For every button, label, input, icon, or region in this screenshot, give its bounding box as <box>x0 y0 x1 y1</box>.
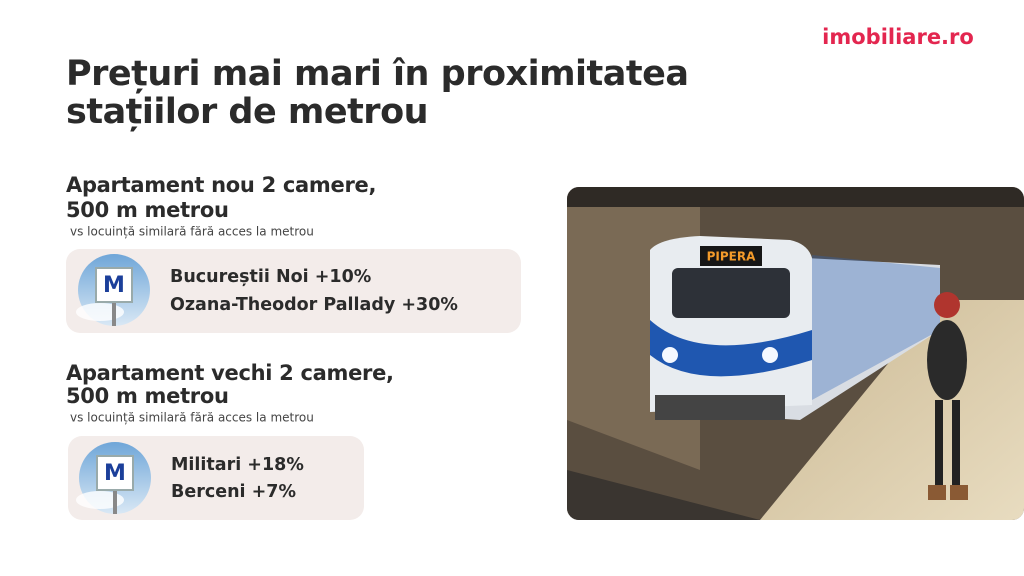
title-line: Prețuri mai mari în proximitatea <box>66 54 688 94</box>
brand: imobiliare.ro <box>822 25 974 49</box>
info-box <box>66 249 521 333</box>
metro-icon: M <box>76 254 150 326</box>
item: Berceni +7% <box>171 482 296 502</box>
section-heading: Apartament nou 2 camere, <box>66 173 376 197</box>
metro-icon: M <box>76 442 151 514</box>
section-heading: Apartament vechi 2 camere, <box>66 361 394 385</box>
item: Bucureștii Noi +10% <box>170 267 371 287</box>
section-heading: 500 m metrou <box>66 198 229 222</box>
destination-sign: PIPERA <box>707 250 756 264</box>
title-line: stațiilor de metrou <box>66 92 428 132</box>
section-note: vs locuință similară fără acces la metro… <box>70 411 314 425</box>
photo: PIPERA <box>567 187 1024 520</box>
section-heading: 500 m metrou <box>66 384 229 408</box>
icon-letter: M <box>104 461 126 486</box>
section-note: vs locuință similară fără acces la metro… <box>70 225 314 239</box>
icon-letter: M <box>103 273 125 298</box>
item: Ozana-Theodor Pallady +30% <box>170 295 458 315</box>
item: Militari +18% <box>171 455 304 475</box>
